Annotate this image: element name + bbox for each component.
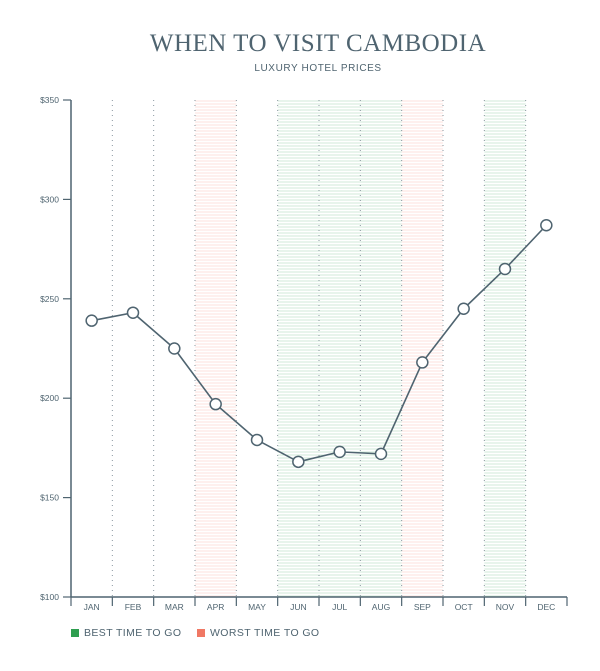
x-tick-label-jul: JUL (332, 602, 347, 612)
x-tick-label-apr: APR (207, 602, 224, 612)
legend-item-best: BEST TIME TO GO (71, 627, 181, 639)
data-point-nov (498, 262, 512, 276)
data-point-sep (416, 356, 429, 369)
data-point-oct (457, 302, 470, 315)
highlight-band-worst-2 (401, 100, 443, 597)
highlight-band-best-3 (484, 100, 526, 597)
legend-label-worst: WORST TIME TO GO (210, 627, 320, 639)
x-tick-label-jun: JUN (290, 602, 307, 612)
y-tick-label-100: $100 (40, 592, 59, 602)
x-tick-label-nov: NOV (496, 602, 515, 612)
x-tick-label-aug: AUG (372, 602, 390, 612)
data-point-jan (85, 314, 98, 327)
highlight-band-best-1 (277, 100, 402, 597)
data-point-dec (540, 218, 553, 232)
y-tick-label-200: $200 (40, 393, 59, 403)
legend-swatch-best (71, 629, 79, 637)
x-tick-label-feb: FEB (125, 602, 142, 612)
y-tick-label-350: $350 (40, 95, 59, 105)
highlight-band-worst-0 (195, 100, 237, 597)
price-line (91, 224, 547, 463)
data-point-feb (126, 306, 140, 319)
x-tick-label-oct: OCT (455, 602, 473, 612)
x-tick-label-jan: JAN (84, 602, 100, 612)
x-tick-label-mar: MAR (165, 602, 184, 612)
data-point-jun (292, 455, 305, 469)
legend-swatch-worst (197, 629, 205, 637)
y-tick-label-150: $150 (40, 493, 59, 503)
data-point-apr (209, 397, 222, 411)
chart-title: WHEN TO VISIT CAMBODIA (149, 30, 487, 57)
data-point-aug (374, 447, 388, 461)
data-point-mar (168, 342, 181, 355)
legend-label-best: BEST TIME TO GO (84, 627, 182, 639)
x-tick-label-sep: SEP (414, 602, 431, 612)
y-tick-label-250: $250 (40, 294, 59, 304)
x-tick-label-may: MAY (248, 602, 266, 612)
chart-subtitle: LUXURY HOTEL PRICES (254, 63, 382, 74)
x-tick-label-dec: DEC (537, 602, 555, 612)
legend-item-worst: WORST TIME TO GO (197, 627, 319, 639)
y-tick-label-300: $300 (40, 194, 59, 204)
data-point-may (250, 433, 264, 447)
data-point-jul (333, 445, 346, 459)
